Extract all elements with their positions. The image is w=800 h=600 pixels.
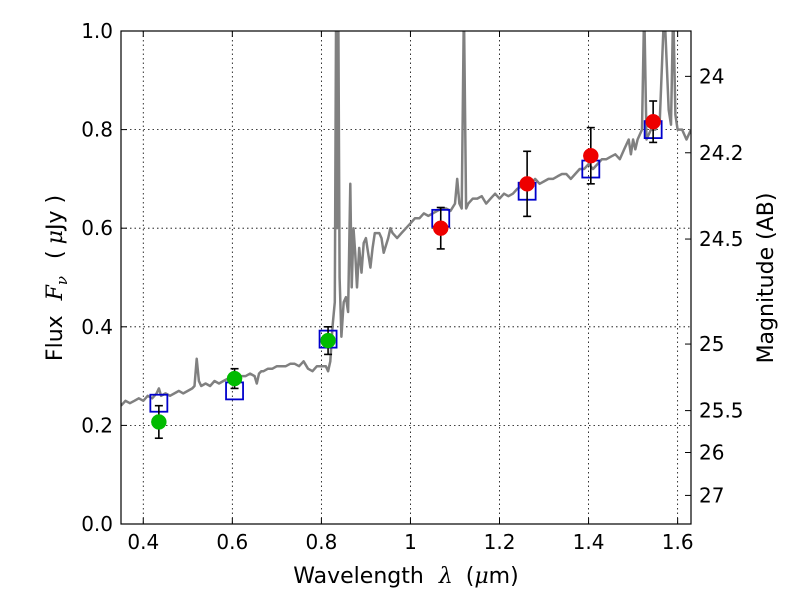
nir-data-point	[432, 220, 449, 236]
y-tick-label: 1.0	[81, 19, 113, 43]
y2-tick-label: 25.5	[699, 399, 744, 423]
x-axis-label-unit: m)	[489, 564, 519, 589]
y-axis-label-paren-open: (	[43, 250, 68, 259]
y2-tick-label: 24.2	[699, 141, 744, 165]
x-tick-label: 1.4	[573, 530, 605, 554]
y-tick-label: 0.6	[81, 216, 113, 240]
x-axis-label-mu: μ	[474, 564, 488, 589]
nir-data-point	[519, 176, 535, 192]
nir-data-point	[645, 113, 661, 130]
x-axis-label-paren-open: (	[466, 564, 475, 589]
y-axis-label-unit: Jy )	[43, 195, 68, 232]
y-tick-label: 0.2	[81, 413, 113, 437]
model-spectrum-line	[121, 31, 691, 407]
optical-data-point	[320, 332, 336, 349]
x-axis-label: Wavelength λ (μm)	[293, 564, 518, 589]
y-tick-label: 0.0	[81, 512, 113, 536]
plot-area	[121, 31, 691, 440]
y-tick-label: 0.8	[81, 118, 113, 142]
y-axis-label-mu: μ	[43, 230, 68, 244]
optical-data-point	[226, 370, 243, 387]
y-axis-label-subscript: ν	[53, 276, 71, 285]
x-tick-label: 0.6	[216, 530, 248, 554]
y2-tick-label: 24.5	[699, 227, 744, 251]
x-tick-label: 0.8	[305, 530, 337, 554]
y2-tick-label: 25	[699, 332, 724, 356]
y2-tick-label: 26	[699, 441, 724, 465]
y2-tick-label: 27	[699, 483, 724, 507]
x-axis-label-symbol: λ	[438, 564, 453, 589]
y2-tick-label: 24	[699, 64, 724, 88]
optical-data-point	[151, 414, 167, 430]
x-tick-label: 1.2	[484, 530, 516, 554]
y-axis-label-symbol: F	[43, 284, 68, 301]
x-tick-label: 1.6	[662, 530, 694, 554]
grid	[121, 30, 691, 525]
x-tick-label: 0.4	[127, 530, 159, 554]
axis-ticks: 0.4 0.6 0.8 1 1.2 1.4 1.6 0.0 0.2 0.4 0.6 0.8 1.0 24 2…	[81, 19, 743, 554]
y-axis-label: Flux Fν ( μJy )	[43, 195, 73, 361]
x-axis-label-text: Wavelength	[293, 564, 424, 589]
nir-data-point	[583, 147, 599, 164]
plot-frame	[120, 30, 692, 525]
y-axis-label-text: Flux	[43, 315, 68, 361]
y2-axis-label: Magnitude (AB)	[754, 193, 779, 364]
y-tick-label: 0.4	[81, 315, 113, 339]
x-tick-label: 1	[404, 530, 417, 554]
